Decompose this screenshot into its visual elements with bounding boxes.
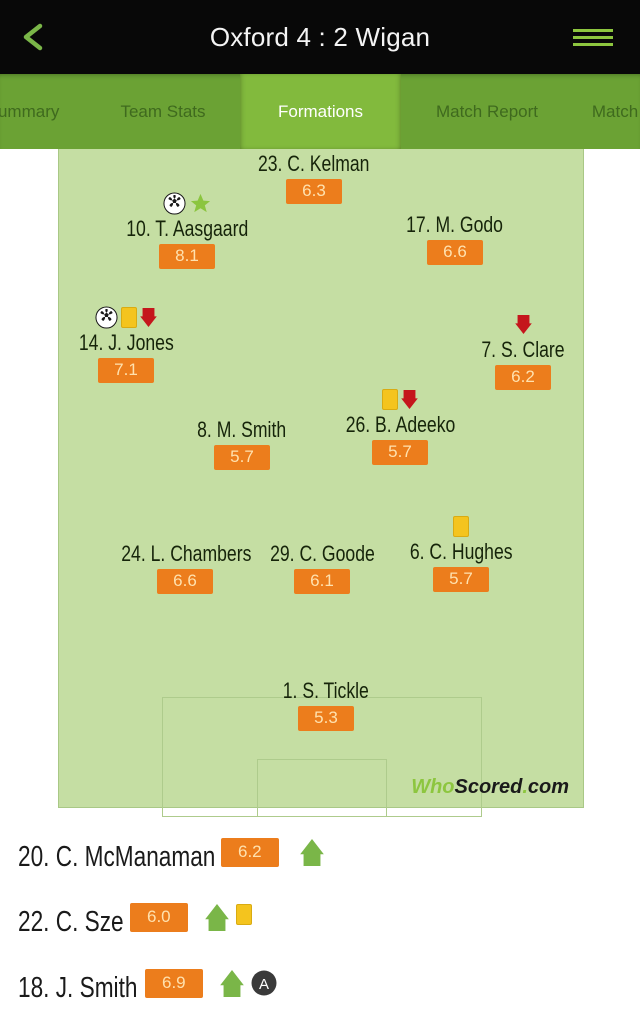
svg-text:A: A <box>259 976 269 993</box>
